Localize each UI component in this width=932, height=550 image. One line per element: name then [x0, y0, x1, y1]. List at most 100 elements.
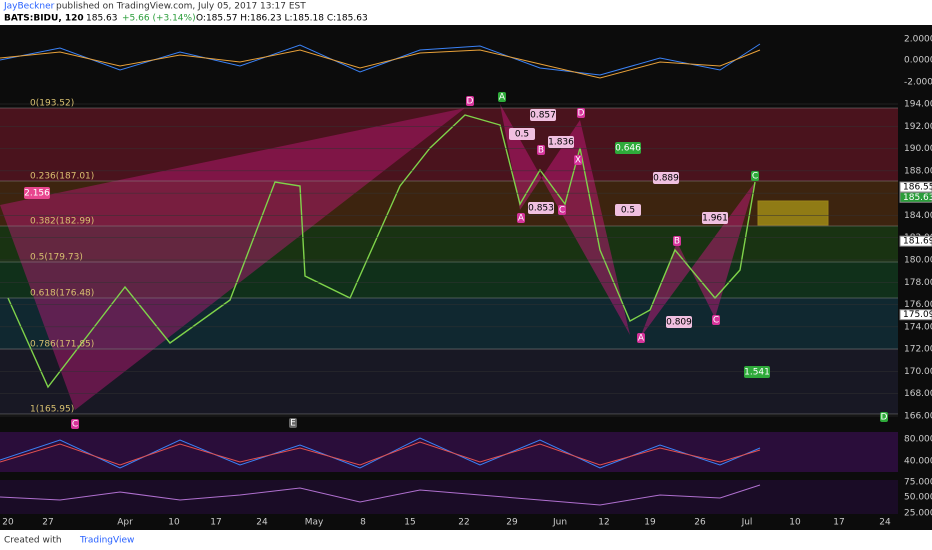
price-tick-label: 190.00 [904, 144, 932, 154]
pattern-label: D [578, 109, 585, 119]
symbol: BATS:BIDU, 120 [4, 14, 84, 24]
ratio-badge [615, 142, 641, 154]
ratio-badge [24, 187, 50, 199]
pattern-badge [637, 333, 645, 343]
ratio-label: 2.156 [24, 189, 50, 199]
ratio-badge [509, 128, 535, 140]
price-tag-label: 181.69 [903, 237, 932, 247]
date-label: 19 [644, 518, 656, 528]
pattern-xabcd [0, 108, 465, 410]
pattern-label: D [881, 413, 888, 423]
price-tick-label: 188.00 [904, 166, 932, 176]
date-label: May [305, 518, 324, 528]
date-label: 17 [833, 518, 844, 528]
pattern-badge [880, 412, 888, 422]
pattern-label: C [72, 420, 78, 430]
date-label: 29 [506, 518, 518, 528]
fib-label: 0.786(171.85) [30, 340, 94, 350]
ratio-badge [548, 136, 574, 148]
ratio-label: 0.853 [528, 204, 554, 214]
pattern-badge [71, 419, 79, 429]
ratio-badge [653, 172, 679, 184]
fib-label: 0.5(179.73) [30, 253, 83, 263]
price-tick-label: 172.00 [904, 345, 932, 355]
signal-line [0, 49, 761, 79]
footer-brand[interactable]: TradingView [79, 536, 134, 546]
ohlc: O:185.57 H:186.23 L:185.18 C:185.63 [196, 14, 368, 24]
price-tick-label: 174.00 [904, 322, 932, 332]
date-label: Jul [741, 518, 753, 528]
published: published on TradingView.com, July 05, 2… [56, 2, 306, 12]
pattern-label: E [290, 419, 296, 429]
date-label: 12 [598, 518, 609, 528]
date-label: 17 [210, 518, 221, 528]
ratio-badge [528, 202, 554, 214]
price-axis [898, 25, 932, 530]
pattern-badge [574, 155, 582, 165]
pattern-label: B [538, 146, 544, 156]
footer-created: Created with [4, 536, 62, 546]
date-label: 27 [42, 518, 53, 528]
price-tick-label: 184.00 [904, 211, 932, 221]
pattern-label: X [575, 156, 581, 166]
ratio-label: 1.541 [744, 368, 770, 378]
price-tick-label: 180.00 [904, 256, 932, 266]
ratio-label: 0.809 [666, 318, 692, 328]
pattern-badge [498, 92, 506, 102]
fib-label: 1(165.95) [30, 405, 74, 415]
pattern-label: A [499, 93, 506, 103]
date-label: 10 [168, 518, 180, 528]
price-tick-label: 176.00 [904, 300, 932, 310]
ratio-badge [530, 109, 556, 121]
ratio-badge [744, 366, 770, 378]
ratio-label: 0.5 [515, 130, 529, 140]
target-box [757, 200, 829, 226]
last: 185.63 [86, 14, 118, 24]
date-label: 20 [2, 518, 14, 528]
pattern-bat [500, 104, 630, 335]
fib-label: 0.618(176.48) [30, 289, 94, 299]
change: +5.66 (+3.14%) [122, 14, 196, 24]
ratio-label: 1.961 [702, 214, 728, 224]
price-tag-label: 175.09 [903, 310, 932, 320]
pattern-label: C [713, 316, 719, 326]
date-label: Jun [552, 518, 567, 528]
pattern-label: D [467, 97, 474, 107]
rsi-bg [0, 480, 898, 514]
date-label: 8 [360, 518, 366, 528]
pattern-label: C [752, 172, 758, 182]
ratio-badge [666, 316, 692, 328]
author[interactable]: JayBeckner [3, 2, 55, 12]
pattern-label: B [674, 237, 680, 247]
ratio-label: 0.5 [621, 206, 635, 216]
ratio-label: 1.836 [548, 138, 574, 148]
price-line [7, 114, 756, 389]
date-label: 15 [404, 518, 415, 528]
pattern-badge [577, 108, 585, 118]
pattern-badge [751, 171, 759, 181]
price-tick-label: 170.00 [904, 367, 932, 377]
pattern-badge [289, 418, 297, 428]
date-label: 24 [256, 518, 268, 528]
price-tag-label: 186.55 [903, 183, 932, 193]
price-tick-label: 192.00 [904, 122, 932, 132]
price-tick-label: 194.00 [904, 100, 932, 110]
date-label: 26 [694, 518, 706, 528]
fib-zones [0, 108, 898, 414]
fib-label: 0(193.52) [30, 99, 74, 109]
pattern-badge [712, 315, 720, 325]
price-tag [899, 191, 932, 203]
date-label: 22 [458, 518, 469, 528]
fib-label: 0.236(187.01) [30, 172, 94, 182]
rsi-line [0, 484, 761, 506]
price-tick-label: 168.00 [904, 389, 932, 399]
